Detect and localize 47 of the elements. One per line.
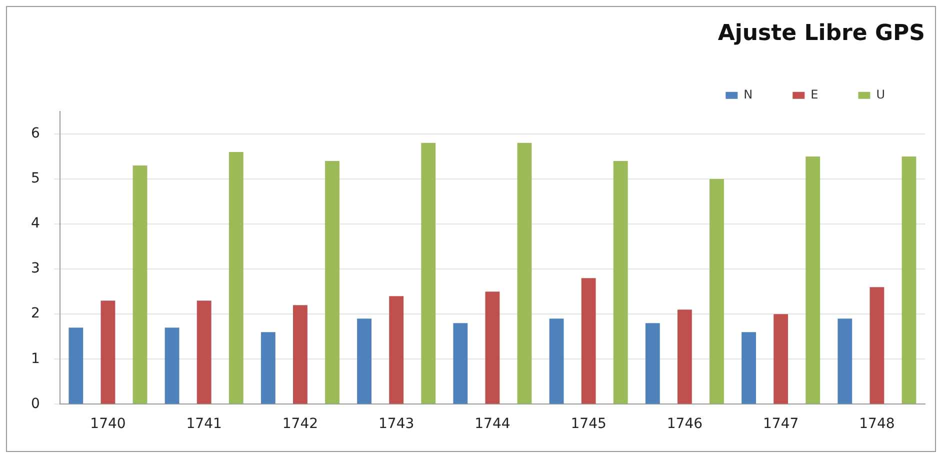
legend-label: U	[876, 88, 886, 102]
x-tick-label: 1745	[570, 416, 606, 432]
bar	[260, 332, 276, 404]
y-tick-label: 6	[30, 126, 40, 142]
bar	[421, 142, 436, 404]
x-tick-label: 1746	[666, 416, 703, 432]
y-tick-label: 5	[30, 170, 40, 187]
legend-label: E	[810, 88, 818, 102]
bar	[164, 328, 180, 404]
bar	[549, 318, 564, 404]
bar	[453, 323, 468, 404]
bar	[742, 332, 756, 404]
bar	[902, 156, 916, 404]
bar	[196, 300, 212, 404]
bar	[581, 278, 596, 404]
x-tick-label: 1741	[186, 416, 222, 432]
bar	[806, 156, 820, 404]
y-tick-label: 4	[30, 216, 40, 232]
bar	[517, 142, 532, 404]
bar	[132, 165, 148, 404]
legend-label: N	[744, 88, 753, 102]
y-tick-label: 0	[30, 396, 40, 412]
bar	[389, 296, 404, 404]
bar	[838, 318, 852, 404]
bar	[774, 314, 788, 404]
x-tick-label: 1740	[90, 416, 126, 432]
y-tick-label: 2	[30, 306, 40, 322]
bar	[710, 178, 724, 404]
x-tick-label: 1747	[763, 416, 799, 432]
bar	[613, 160, 628, 404]
chart-title: Ajuste Libre GPS	[718, 20, 925, 46]
bar	[228, 152, 244, 404]
x-tick-label: 1743	[378, 416, 414, 432]
bar	[485, 292, 500, 404]
bar	[677, 310, 692, 404]
x-tick-label: 1742	[282, 416, 318, 432]
x-tick-label: 1744	[474, 416, 510, 432]
y-tick-label: 3	[30, 260, 40, 277]
x-tick-label: 1748	[859, 416, 895, 432]
bar	[645, 323, 660, 404]
bar	[293, 305, 308, 404]
bar	[870, 287, 884, 404]
bar	[325, 160, 340, 404]
bar	[100, 300, 116, 404]
bar	[357, 318, 372, 404]
y-tick-label: 1	[30, 350, 40, 367]
bar	[68, 328, 84, 404]
